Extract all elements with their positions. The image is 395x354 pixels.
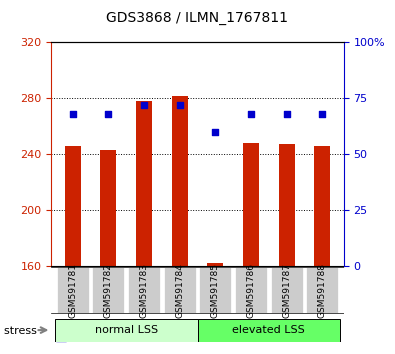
FancyBboxPatch shape	[128, 267, 160, 314]
Bar	[207, 263, 223, 266]
Point	[105, 111, 111, 117]
Text: stress: stress	[4, 326, 40, 336]
FancyBboxPatch shape	[198, 319, 340, 342]
FancyBboxPatch shape	[92, 267, 124, 314]
FancyBboxPatch shape	[164, 267, 196, 314]
Text: GSM591786: GSM591786	[246, 263, 256, 318]
FancyBboxPatch shape	[199, 267, 231, 314]
Text: GDS3868 / ILMN_1767811: GDS3868 / ILMN_1767811	[107, 11, 288, 25]
Point	[284, 111, 290, 117]
FancyBboxPatch shape	[235, 267, 267, 314]
Bar	[314, 146, 330, 266]
Text: GSM591781: GSM591781	[68, 263, 77, 318]
Legend: count, percentile rank within the sample: count, percentile rank within the sample	[56, 319, 239, 342]
Text: GSM591782: GSM591782	[104, 263, 113, 318]
Text: GSM591787: GSM591787	[282, 263, 291, 318]
FancyBboxPatch shape	[55, 319, 198, 342]
Bar	[172, 96, 188, 266]
FancyBboxPatch shape	[306, 267, 338, 314]
Bar	[65, 146, 81, 266]
Text: GSM591788: GSM591788	[318, 263, 327, 318]
Text: GSM591784: GSM591784	[175, 263, 184, 318]
Text: elevated LSS: elevated LSS	[232, 325, 305, 335]
Point	[319, 111, 325, 117]
Point	[177, 102, 183, 108]
Bar	[100, 150, 117, 266]
Text: GSM591783: GSM591783	[139, 263, 149, 318]
Bar	[243, 143, 259, 266]
Text: normal LSS: normal LSS	[95, 325, 158, 335]
FancyBboxPatch shape	[271, 267, 303, 314]
Point	[70, 111, 76, 117]
FancyBboxPatch shape	[57, 267, 89, 314]
Text: GSM591785: GSM591785	[211, 263, 220, 318]
Point	[248, 111, 254, 117]
Point	[212, 129, 218, 135]
Bar	[136, 101, 152, 266]
Point	[141, 102, 147, 108]
Bar	[278, 144, 295, 266]
